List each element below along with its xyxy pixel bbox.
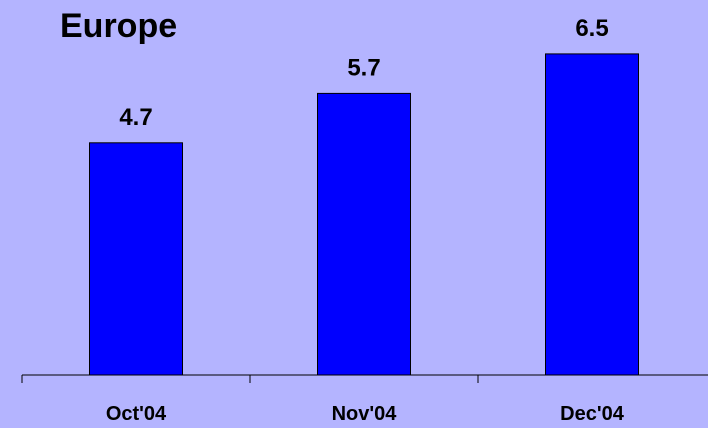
data-label-3: 6.5 bbox=[575, 15, 608, 42]
bar-3 bbox=[545, 53, 639, 376]
x-tick-label-1: Oct'04 bbox=[106, 403, 167, 425]
ticks-layer bbox=[21, 375, 479, 383]
data-label-2: 5.7 bbox=[347, 54, 380, 81]
bars-layer bbox=[89, 53, 639, 376]
labels-layer: 4.7 Oct'04 5.7 Nov'04 6.5 Dec'04 bbox=[106, 15, 625, 425]
bar-1 bbox=[89, 142, 183, 376]
x-tick-label-3: Dec'04 bbox=[560, 403, 625, 425]
data-label-1: 4.7 bbox=[119, 104, 152, 131]
bar-2 bbox=[317, 92, 411, 376]
x-tick-label-2: Nov'04 bbox=[332, 403, 398, 425]
chart-title: Europe bbox=[60, 7, 178, 45]
